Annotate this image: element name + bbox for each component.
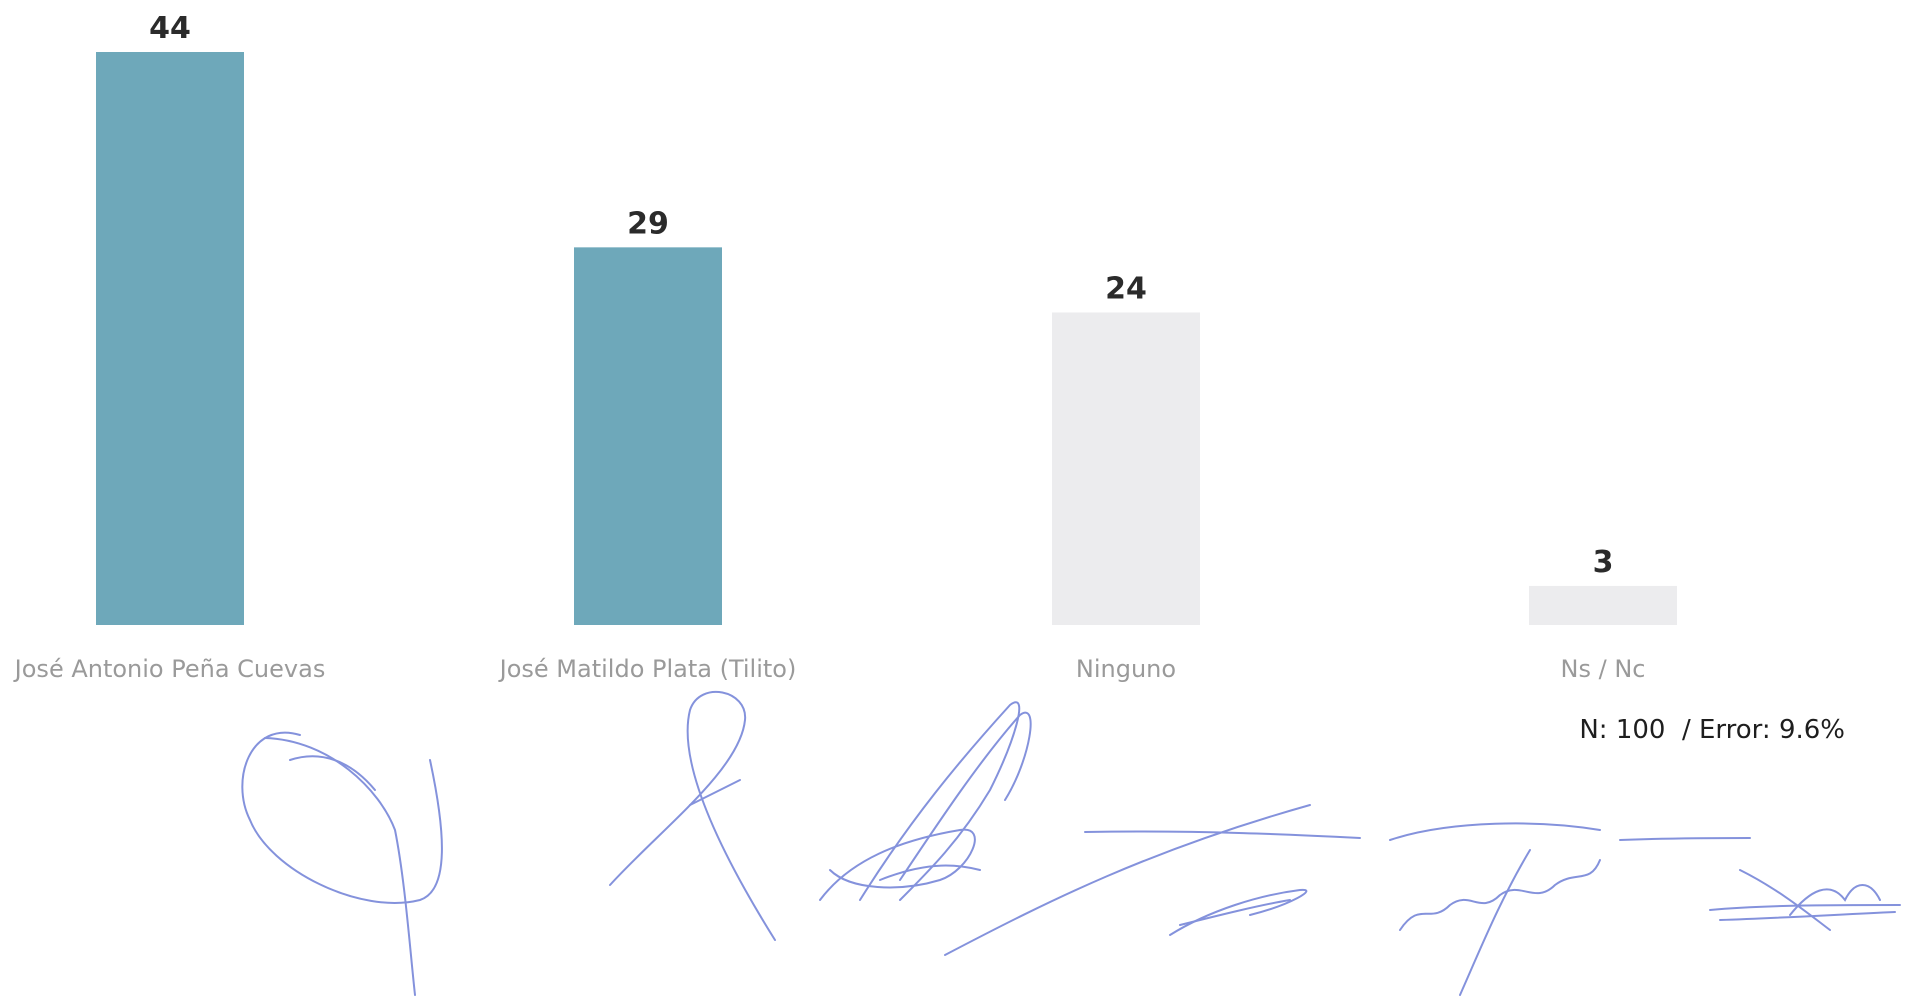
value-label-1: 44 bbox=[149, 11, 191, 46]
value-label-2: 29 bbox=[627, 206, 669, 241]
category-label-3: Ninguno bbox=[1076, 655, 1176, 683]
category-label-2: José Matildo Plata (Tilito) bbox=[498, 655, 797, 683]
value-label-3: 24 bbox=[1105, 271, 1147, 306]
bar-1 bbox=[96, 52, 244, 625]
bar-2 bbox=[574, 247, 722, 625]
category-label-4: Ns / Nc bbox=[1561, 655, 1646, 683]
value-label-4: 3 bbox=[1593, 545, 1614, 580]
bar-3 bbox=[1052, 312, 1200, 625]
category-label-1: José Antonio Peña Cuevas bbox=[13, 655, 326, 683]
bar-4 bbox=[1529, 585, 1677, 625]
sample-size-error-note: N: 100 / Error: 9.6% bbox=[1579, 715, 1845, 745]
